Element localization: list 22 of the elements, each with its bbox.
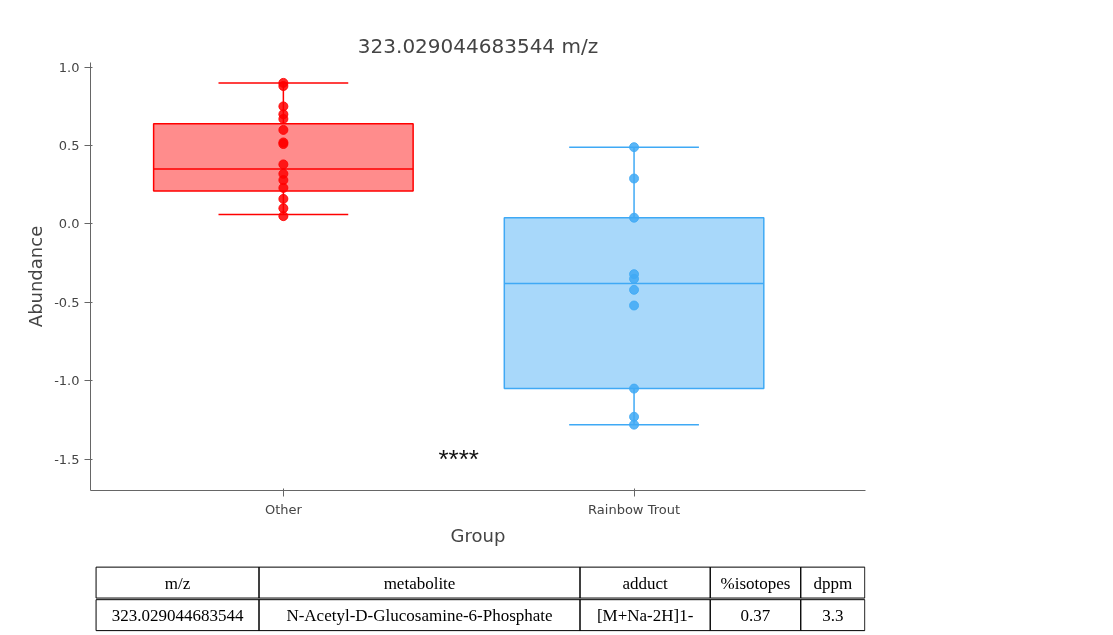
annotation: **** (438, 444, 479, 475)
text: %isotopes (720, 573, 791, 593)
text: [M+Na-2H]1- (596, 606, 694, 626)
text: 323.029044683544 (111, 606, 244, 626)
text: 0.37 (740, 606, 771, 626)
text: m/z (164, 573, 191, 593)
y-tick-label: -0.5 (54, 294, 80, 310)
x-tick-label: Rainbow Trout (588, 501, 681, 517)
y-tick-label: -1.5 (54, 451, 80, 467)
y-tick-label: 0.5 (58, 138, 80, 154)
text: N-Acetyl-D-Glucosamine-6-Phosphate (286, 606, 553, 626)
text: 3.3 (822, 606, 844, 626)
chart-title: 323.029044683544 m/z (357, 33, 599, 58)
y-tick-label: 0.0 (58, 216, 80, 232)
x-tick-label: Other (264, 501, 303, 517)
x-axis-title: Group (450, 524, 506, 546)
y-tick-label: -1.0 (54, 373, 80, 389)
text: metabolite (383, 573, 456, 593)
y-tick-label: 1.0 (58, 59, 80, 75)
text: dppm (813, 573, 853, 593)
text: adduct (622, 573, 669, 593)
y-axis-title: Abundance (25, 225, 47, 328)
